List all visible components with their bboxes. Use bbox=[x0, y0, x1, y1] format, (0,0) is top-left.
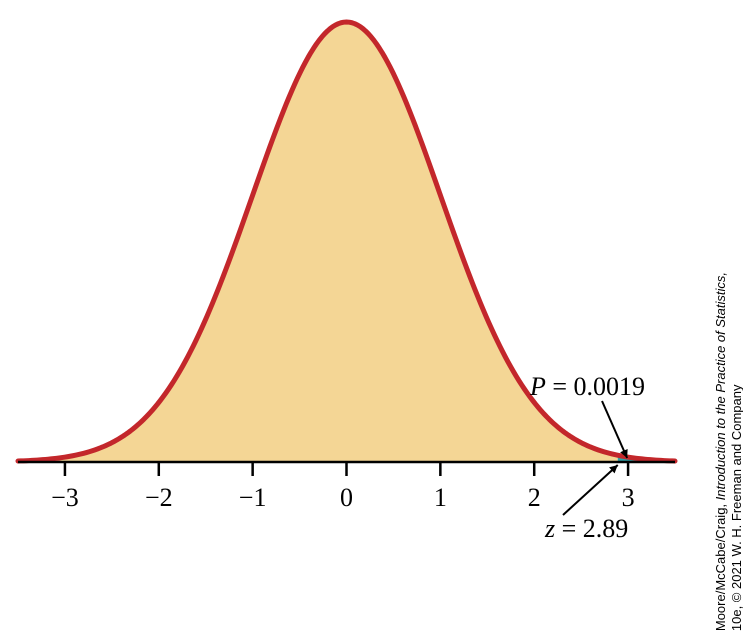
normal-distribution-chart: −3 −2 −1 0 1 2 3 P = 0.0019 z = 2.89 bbox=[0, 0, 743, 544]
citation-line1: Moore/McCabe/Craig, Introduction to the … bbox=[713, 272, 728, 631]
x-tick-label: −1 bbox=[239, 483, 267, 512]
citation-italic: Introduction to the Practice of Statisti… bbox=[713, 272, 728, 500]
x-tick-label: −2 bbox=[145, 483, 173, 512]
x-tick-label: 3 bbox=[622, 483, 635, 512]
x-tick-label: 1 bbox=[434, 483, 447, 512]
x-tick-label: 0 bbox=[340, 483, 353, 512]
x-tick-label: 2 bbox=[528, 483, 541, 512]
z-value-label: z = 2.89 bbox=[544, 514, 628, 543]
citation-text: Moore/McCabe/Craig, Introduction to the … bbox=[713, 272, 743, 631]
x-tick-label: −3 bbox=[51, 483, 79, 512]
citation-line2: 10e, © 2021 W. H. Freeman and Company bbox=[729, 272, 743, 631]
p-value-label: P = 0.0019 bbox=[529, 372, 645, 401]
p-arrow-line bbox=[602, 401, 627, 458]
citation-prefix: Moore/McCabe/Craig, bbox=[713, 500, 728, 631]
z-arrow-line bbox=[563, 465, 618, 515]
